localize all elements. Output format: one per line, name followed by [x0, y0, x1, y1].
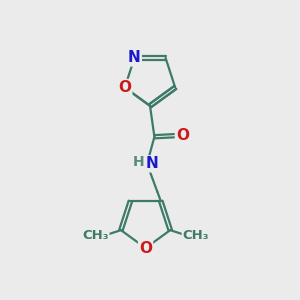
Text: H: H [132, 155, 144, 170]
Text: O: O [176, 128, 189, 143]
Text: CH₃: CH₃ [82, 229, 109, 242]
Text: O: O [118, 80, 131, 95]
Text: N: N [128, 50, 141, 65]
Text: N: N [146, 156, 159, 171]
Text: CH₃: CH₃ [183, 229, 209, 242]
Text: O: O [139, 241, 152, 256]
